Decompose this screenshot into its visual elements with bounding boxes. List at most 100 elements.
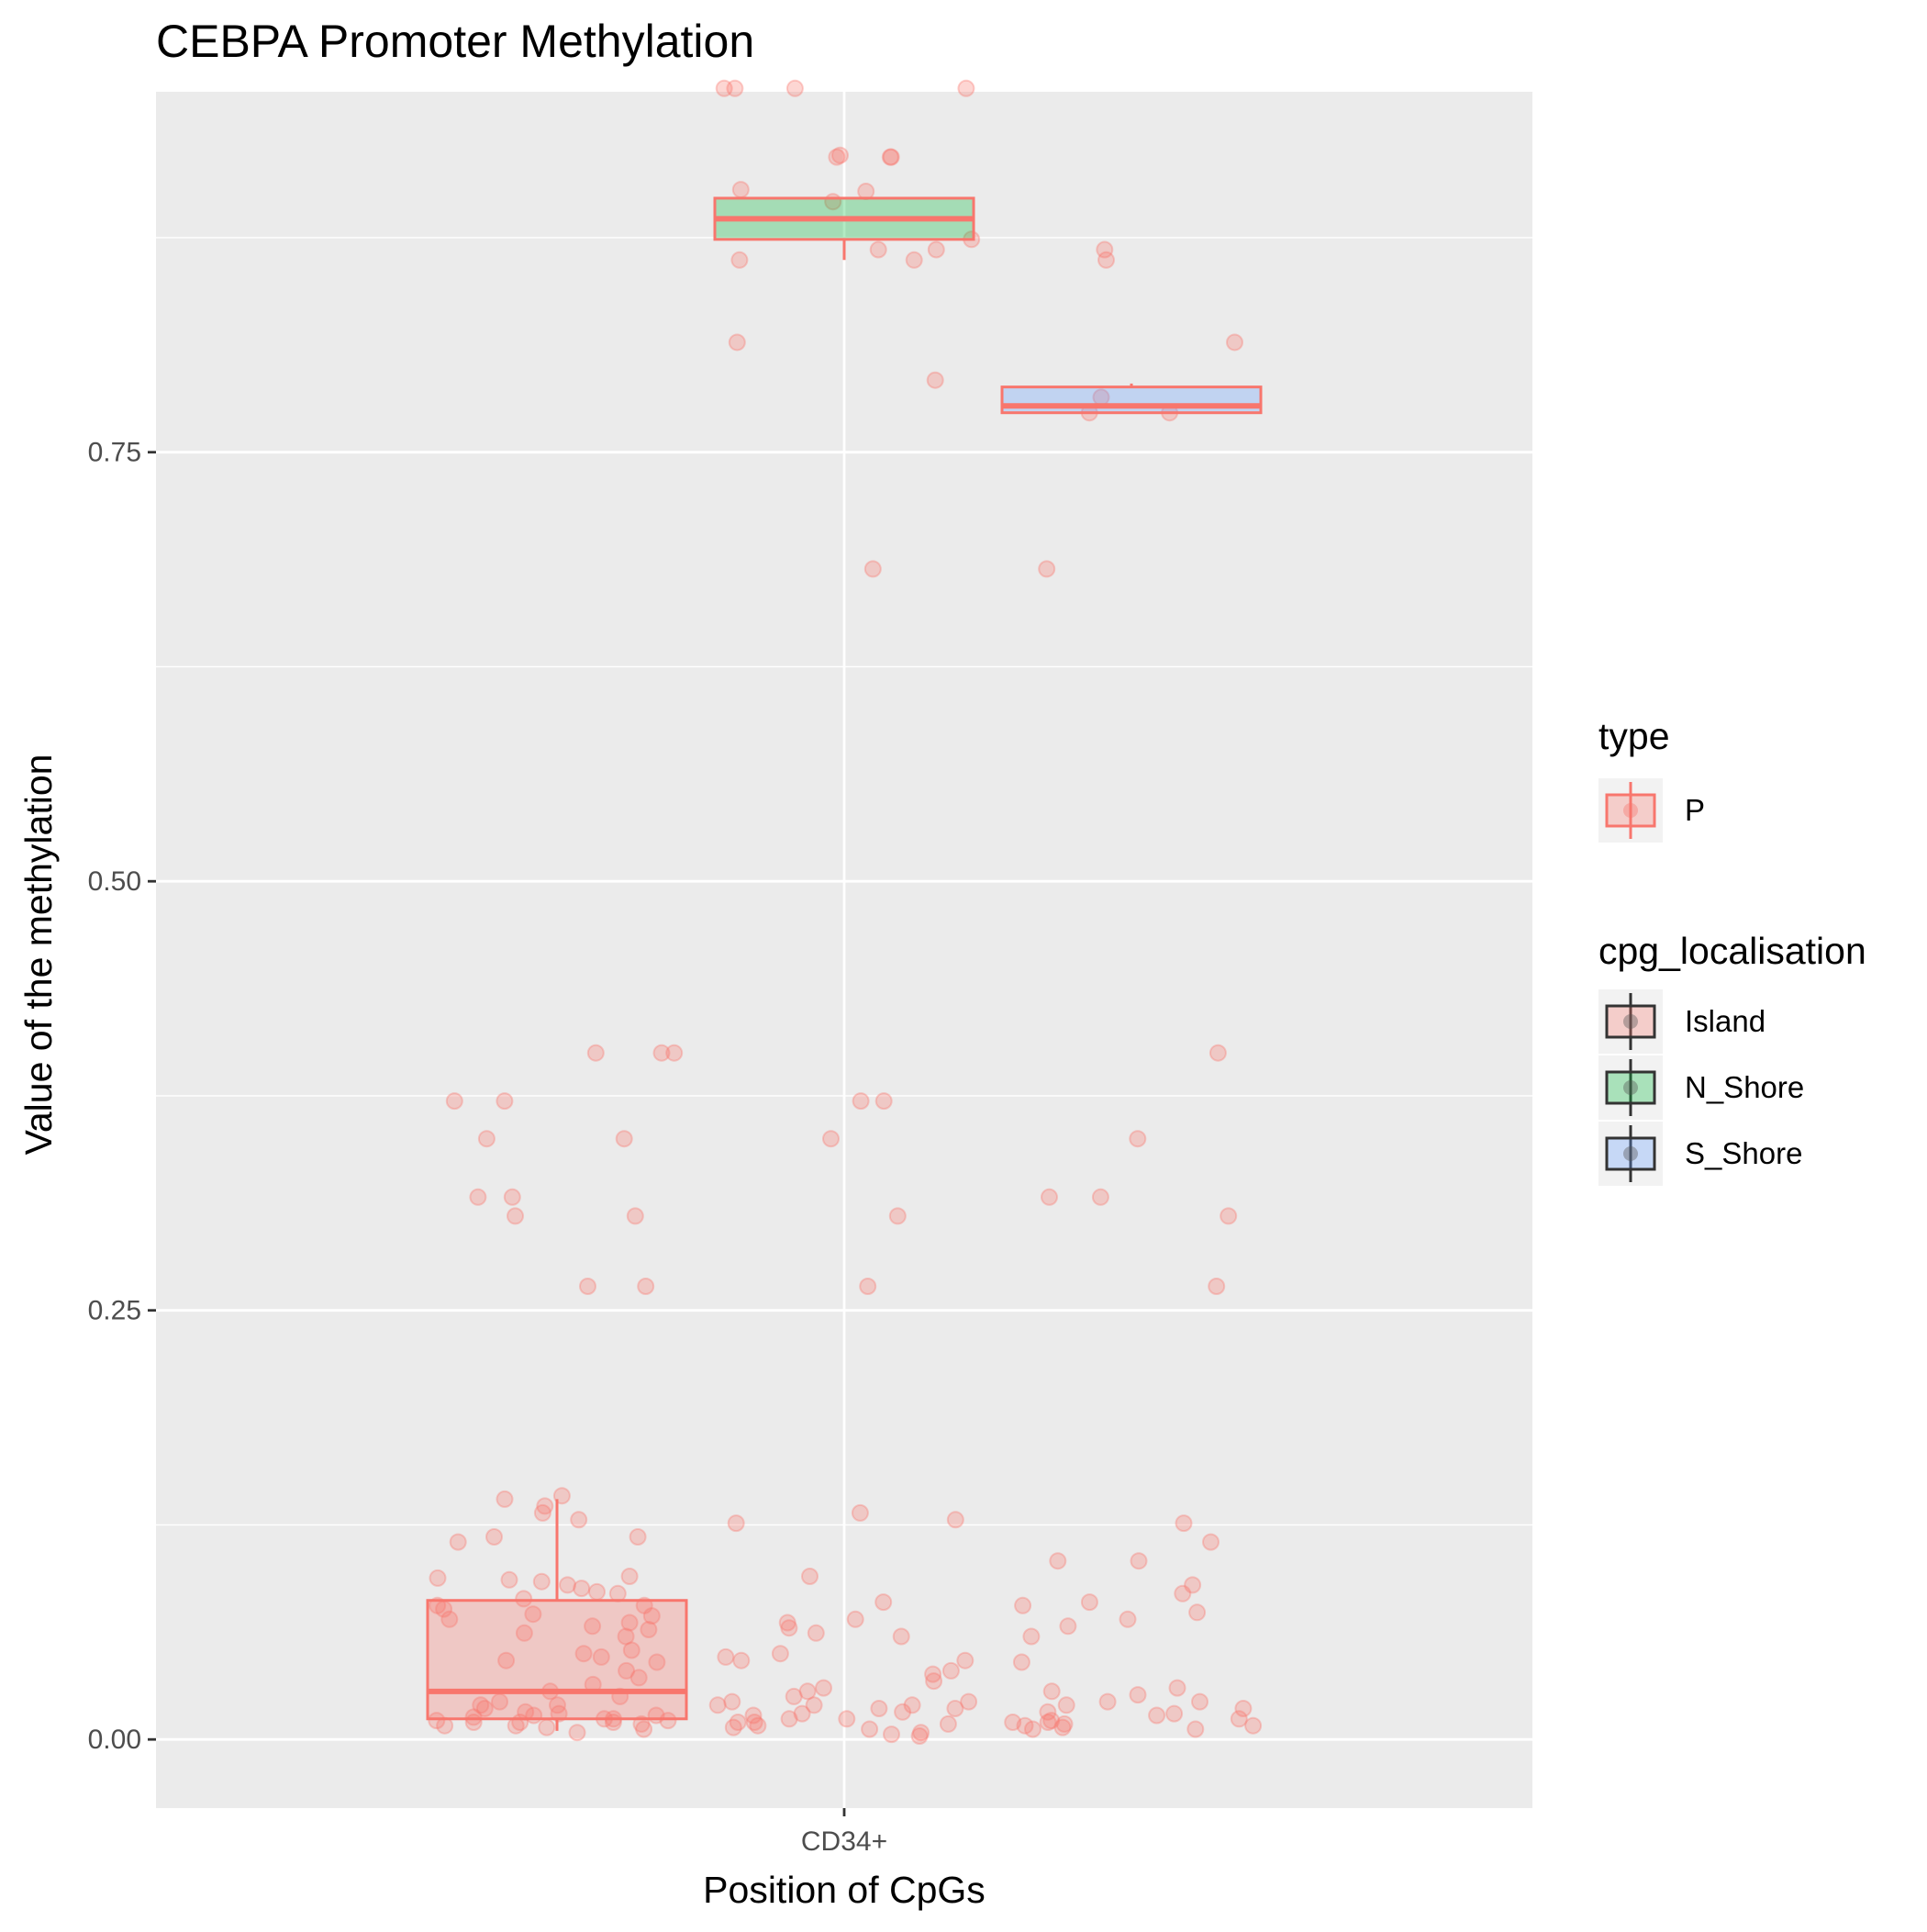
jitter-point [1098,1692,1117,1711]
jitter-point [617,1627,635,1646]
jitter-point [500,1570,518,1589]
jitter-point [536,1497,554,1515]
x-tick-label: CD34+ [801,1826,887,1857]
jitter-point [939,1714,957,1733]
legend-label: N_Shore [1685,1070,1804,1104]
jitter-point [1004,1714,1022,1731]
jitter-point [780,1619,798,1637]
jitter-point [881,148,899,166]
jitter-point [828,148,846,166]
jitter-point [485,1528,503,1546]
jitter-point [851,1503,869,1522]
x-axis: CD34+ [801,1808,887,1857]
jitter-point [1055,1714,1074,1733]
jitter-point [622,1641,640,1659]
jitter-point [568,1724,586,1742]
jitter-point [573,1580,591,1598]
jitter-point [592,1647,610,1666]
boxplot-s-shore [1000,383,1263,415]
jitter-point [642,1607,661,1625]
jitter-point [883,1725,900,1744]
jitter-point [629,1528,647,1546]
jitter-point [798,1682,817,1701]
jitter-point [428,1712,446,1730]
jitter-point [1168,1679,1186,1697]
chart-title: CEBPA Promoter Methylation [156,16,754,67]
jitter-point [731,181,750,199]
jitter-point [652,1044,671,1062]
jitter-point [946,1511,964,1529]
jitter-point [1096,240,1114,259]
jitter-point [629,1669,648,1687]
jitter-point [793,1704,811,1723]
jitter-point [946,1700,964,1717]
jitter-point [1042,1682,1061,1701]
jitter-point [1097,251,1115,269]
jitter-point [745,1714,763,1731]
legend-key [1598,1122,1663,1186]
jitter-point [579,1278,596,1295]
jitter-point [805,1696,823,1714]
jitter-point [637,1278,655,1295]
jitter-point [538,1718,556,1737]
jitter-point [1244,1716,1263,1735]
jitter-point [724,1718,742,1737]
jitter-point [1012,1653,1030,1671]
jitter-point [771,1645,789,1663]
jitter-point [910,1727,929,1745]
jitter-point [574,1645,593,1663]
jitter-point [1022,1627,1041,1646]
jitter-point [1091,1188,1109,1206]
jitter-point [708,1696,727,1714]
jitter-point [778,1614,796,1632]
jitter-point [726,79,744,97]
jitter-point [1053,1718,1072,1737]
jitter-point [732,1651,751,1670]
jitter-point [440,1610,459,1628]
legend-title-type: type [1598,715,1670,757]
jitter-point [924,1665,942,1683]
jitter-point [1130,1552,1148,1570]
jitter-point [785,1687,803,1705]
jitter-point [807,1624,825,1642]
jitter-point [1188,1603,1207,1622]
jitter-point [888,1207,907,1225]
jitter-points [428,79,1263,1745]
jitter-point [429,1569,447,1587]
y-tick-label: 0.25 [88,1296,141,1326]
legend-key [1598,1055,1663,1120]
jitter-point [869,240,887,259]
jitter-point [926,371,944,389]
boxplot-n-shore [713,196,975,261]
jitter-point [496,1092,514,1111]
jitter-point [1057,1696,1075,1714]
jitter-point [717,1647,735,1666]
jitter-point [831,146,849,164]
jitter-point [727,1514,745,1533]
y-tick-label: 0.50 [88,866,141,897]
legend-key-point [1623,1080,1638,1095]
jitter-point [861,1720,879,1738]
jitter-point [1014,1596,1032,1614]
jitter-point [1234,1700,1253,1717]
jitter-point [744,1706,763,1725]
jitter-point [626,1207,644,1225]
jitter-point [780,1710,798,1728]
jitter-point [515,1590,533,1608]
jitter-point [1184,1576,1202,1594]
jitter-point [533,1503,551,1522]
jitter-point [874,1593,893,1612]
jitter-point [882,148,900,166]
boxplots [426,196,1263,1731]
jitter-point [620,1614,639,1632]
boxplot-island [426,1499,688,1731]
jitter-point [1129,1686,1147,1704]
jitter-point [894,1703,912,1721]
jitter-point [956,1651,975,1670]
jitter-point [1174,1584,1192,1603]
jitter-point [1024,1720,1041,1738]
box-iqr [426,1599,688,1721]
jitter-point [507,1207,524,1225]
jitter-point [1165,1704,1184,1723]
jitter-point [749,1716,767,1735]
